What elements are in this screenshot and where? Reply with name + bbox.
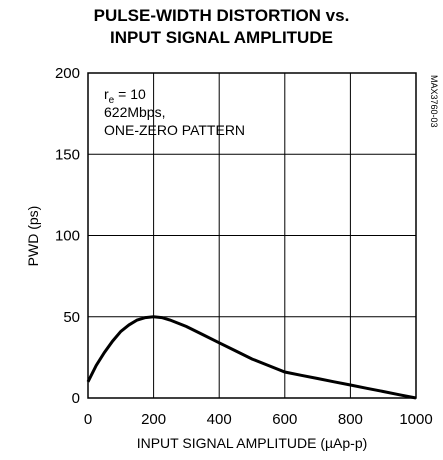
x-tick-label: 600 (272, 411, 297, 428)
plot-frame (87, 72, 417, 399)
y-tick-label: 150 (55, 146, 80, 163)
tick-labels: 0 200 400 600 800 1000 0 50 100 150 200 (55, 65, 433, 428)
data-line-pwd (86, 315, 417, 400)
y-tick-label: 0 (72, 390, 80, 407)
x-tick-label: 400 (207, 411, 232, 428)
chart-title-line2: INPUT SIGNAL AMPLITUDE (110, 28, 333, 47)
annotation-line2: 622Mbps, (104, 104, 165, 120)
side-part-label: MAX3760-03 (429, 75, 439, 128)
x-tick-label: 200 (141, 411, 166, 428)
x-axis-label: INPUT SIGNAL AMPLITUDE (µAp-p) (137, 435, 368, 451)
chart-title-line1: PULSE-WIDTH DISTORTION vs. (93, 6, 350, 25)
y-tick-label: 200 (55, 65, 80, 82)
annotation-line1: re = 10 (104, 86, 146, 106)
x-tick-label: 800 (338, 411, 363, 428)
y-tick-label: 50 (63, 309, 80, 326)
y-tick-label: 100 (55, 228, 80, 245)
x-tick-label: 0 (84, 411, 92, 428)
y-axis-label: PWD (ps) (25, 206, 41, 267)
x-tick-label: 1000 (399, 411, 432, 428)
annotation-line3: ONE-ZERO PATTERN (104, 122, 245, 138)
